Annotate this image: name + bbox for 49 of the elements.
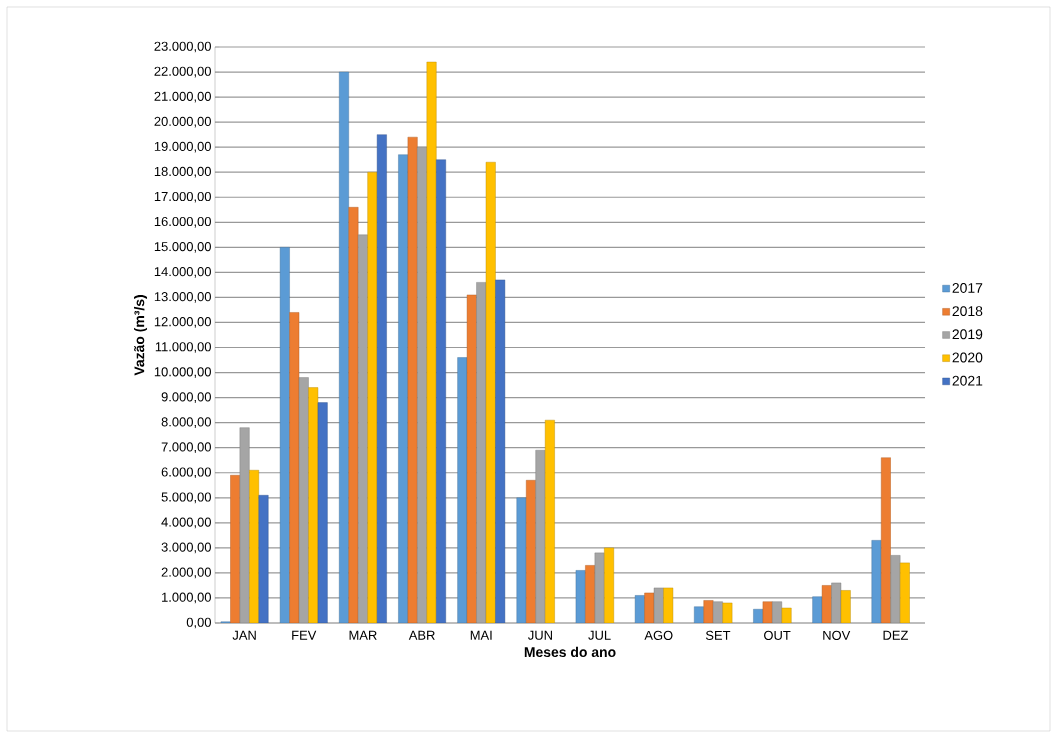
x-tick-label: JAN (232, 630, 256, 640)
y-tick-label: 14.000,00 (154, 267, 211, 278)
y-tick-label: 2.000,00 (161, 567, 211, 579)
legend-label: 2020 (952, 352, 983, 363)
y-tick-label: 15.000,00 (154, 241, 211, 253)
x-axis-title: Meses do ano (524, 646, 616, 658)
y-tick-label: 22.000,00 (154, 66, 211, 78)
y-tick-label: 17.000,00 (154, 191, 211, 203)
y-tick-label: 3.000,00 (161, 542, 211, 554)
bar (426, 61, 437, 623)
y-tick-label: 11.000,00 (155, 342, 211, 353)
y-tick-label: 19.000,00 (154, 141, 211, 153)
y-tick-label: 10.000,00 (154, 367, 211, 378)
y-tick-label: 9.000,00 (161, 392, 211, 403)
y-tick-label: 20.000,00 (154, 116, 211, 128)
x-tick-label: NOV (823, 630, 851, 640)
y-axis-title: Vazão (m³/s) (134, 295, 148, 376)
bar (890, 555, 901, 623)
bar (348, 207, 359, 623)
x-tick-label: FEV (292, 630, 317, 640)
legend-label: 2019 (952, 329, 983, 340)
x-tick-label: JUN (528, 630, 552, 640)
y-tick-label: 18.000,00 (154, 166, 211, 178)
y-tick-label: 21.000,00 (154, 91, 211, 103)
bar (258, 495, 269, 623)
y-tick-label: 16.000,00 (154, 216, 211, 228)
y-tick-label: 13.000,00 (154, 292, 211, 303)
x-tick-label: OUT (764, 630, 791, 640)
y-tick-label: 1.000,00 (162, 592, 211, 604)
y-tick-label: 12.000,00 (154, 317, 211, 328)
x-tick-label: AGO (644, 630, 673, 640)
x-tick-label: MAI (470, 630, 492, 640)
x-tick-label: MAR (349, 630, 377, 640)
x-tick-label: JUL (588, 630, 611, 640)
x-tick-label: SET (705, 630, 731, 640)
y-tick-label: 8.000,00 (161, 417, 211, 428)
y-tick-label: 6.000,00 (161, 467, 211, 479)
y-tick-label: 7.000,00 (161, 442, 211, 454)
y-tick-label: 4.000,00 (161, 517, 211, 529)
y-tick-label: 0,00 (186, 617, 211, 629)
legend-label: 2018 (952, 306, 983, 317)
bar (516, 497, 527, 623)
bar (871, 540, 882, 623)
x-tick-label: ABR (408, 630, 435, 640)
y-tick-label: 23.000,00 (154, 41, 211, 53)
legend-label: 2021 (952, 375, 983, 386)
y-tick-label: 5.000,00 (161, 492, 211, 504)
x-tick-label: DEZ (883, 630, 908, 640)
legend-label: 2017 (952, 282, 983, 293)
